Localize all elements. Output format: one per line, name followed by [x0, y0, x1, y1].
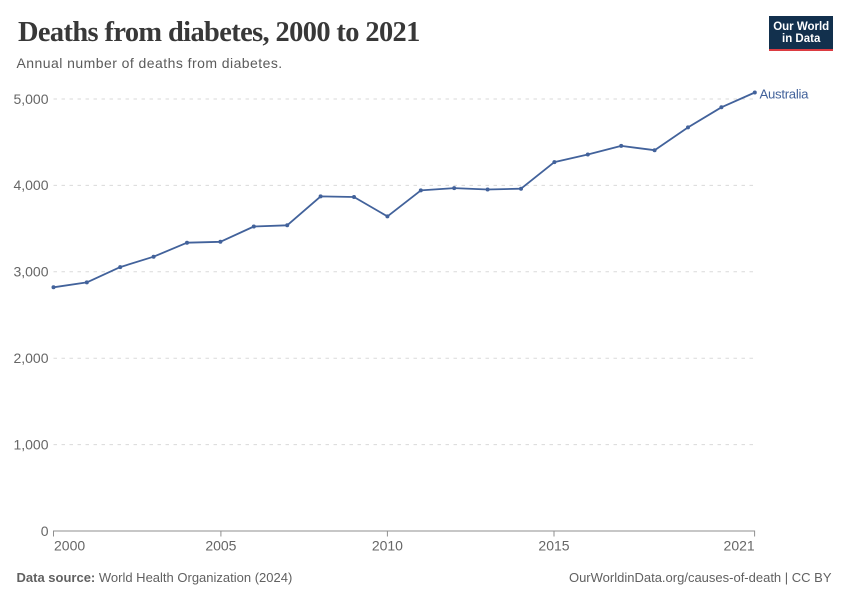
- svg-text:2010: 2010: [372, 537, 403, 553]
- svg-text:4,000: 4,000: [13, 177, 48, 193]
- svg-text:1,000: 1,000: [13, 436, 48, 452]
- svg-text:2005: 2005: [205, 537, 236, 553]
- svg-text:Australia: Australia: [760, 87, 810, 102]
- svg-text:2000: 2000: [54, 537, 85, 553]
- svg-text:3,000: 3,000: [13, 264, 48, 280]
- svg-text:2,000: 2,000: [13, 350, 48, 366]
- svg-text:2015: 2015: [538, 537, 569, 553]
- svg-text:2021: 2021: [724, 537, 755, 553]
- svg-text:0: 0: [41, 523, 49, 539]
- svg-text:5,000: 5,000: [13, 91, 48, 107]
